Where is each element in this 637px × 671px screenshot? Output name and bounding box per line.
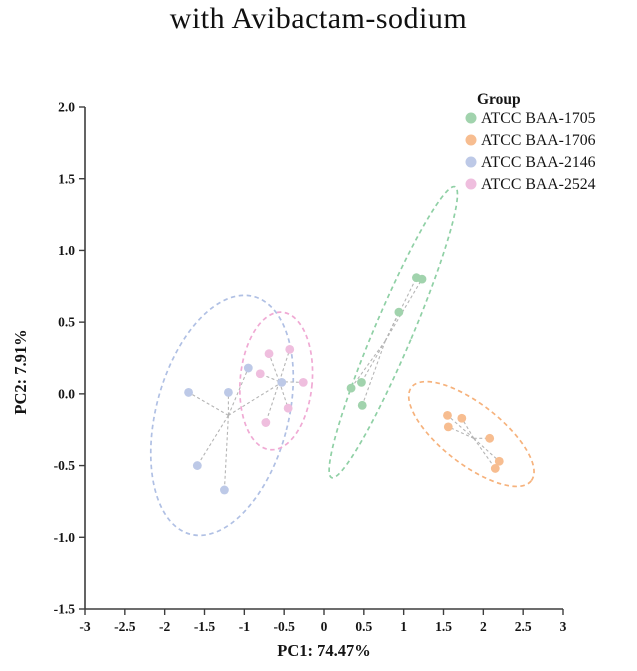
x-tick-label: -0.5 bbox=[273, 619, 295, 634]
data-point bbox=[264, 349, 274, 359]
data-point bbox=[283, 403, 293, 413]
data-point bbox=[357, 400, 367, 410]
x-tick-label: -3 bbox=[79, 619, 90, 634]
centroid-lines-atcc-baa-1706 bbox=[447, 414, 500, 469]
data-point bbox=[261, 418, 271, 427]
data-point bbox=[357, 377, 366, 387]
legend-swatch-icon bbox=[465, 134, 477, 146]
x-axis: -3 -2.5 -2 -1.5 -1 -0.5 0 0.5 1 1.5 2 2.5 3 bbox=[79, 608, 567, 634]
legend-item-label: ATCC BAA-1705 bbox=[481, 110, 596, 127]
y-axis-title: PC2: 7.91% bbox=[11, 329, 30, 414]
data-point bbox=[255, 369, 265, 379]
x-tick-label: 1 bbox=[400, 619, 407, 634]
legend-item-atcc-baa-2146: ATCC BAA-2146 bbox=[465, 154, 596, 171]
legend-item-label: ATCC BAA-2146 bbox=[481, 154, 596, 171]
legend-item-label: ATCC BAA-2524 bbox=[481, 176, 596, 193]
data-point bbox=[417, 274, 427, 284]
x-tick-label: 0 bbox=[321, 619, 328, 634]
x-tick-label: -1 bbox=[239, 619, 250, 634]
y-tick-label: 1.5 bbox=[58, 171, 75, 186]
legend-item-atcc-baa-2524: ATCC BAA-2524 bbox=[465, 176, 596, 193]
x-tick-label: -2.5 bbox=[114, 619, 136, 634]
cluster-ellipse-atcc-baa-1706 bbox=[407, 380, 535, 488]
legend-title: Group bbox=[477, 91, 521, 108]
points-atcc-baa-1705 bbox=[346, 273, 427, 410]
legend-swatch-icon bbox=[465, 178, 477, 190]
data-point bbox=[192, 461, 202, 470]
data-point bbox=[285, 344, 295, 354]
y-tick-label: -0.5 bbox=[54, 458, 76, 473]
centroid-line bbox=[448, 426, 474, 439]
data-point bbox=[443, 422, 453, 432]
data-point bbox=[346, 383, 356, 393]
data-point bbox=[490, 464, 500, 473]
x-tick-label: 2.5 bbox=[515, 619, 532, 634]
centroid-line bbox=[447, 414, 475, 439]
data-point bbox=[224, 388, 233, 397]
x-tick-label: 0.5 bbox=[355, 619, 372, 634]
data-point bbox=[494, 456, 504, 466]
centroid-line bbox=[278, 349, 291, 382]
data-point bbox=[298, 377, 308, 387]
y-tick-label: 1.0 bbox=[58, 243, 75, 258]
data-point bbox=[184, 388, 193, 397]
legend-swatch-icon bbox=[465, 156, 477, 168]
cluster-ellipse-atcc-baa-1705 bbox=[328, 185, 459, 479]
centroid-line bbox=[278, 381, 289, 409]
y-tick-label: -1.0 bbox=[54, 530, 76, 545]
centroid-lines-atcc-baa-2146 bbox=[188, 367, 283, 490]
centroid-line bbox=[384, 278, 423, 342]
x-tick-label: 2 bbox=[480, 619, 487, 634]
data-point bbox=[457, 413, 467, 423]
centroid-line bbox=[384, 311, 400, 342]
points-atcc-baa-2146 bbox=[184, 363, 287, 495]
centroid-line bbox=[268, 353, 280, 382]
data-point bbox=[277, 377, 287, 387]
y-axis: 2.0 1.5 1.0 0.5 0.0 -0.5 -1.0 -1.5 bbox=[54, 100, 86, 617]
y-tick-label: -1.5 bbox=[54, 602, 76, 617]
points-atcc-baa-1706 bbox=[443, 410, 504, 473]
centroid-line bbox=[350, 340, 386, 389]
centroid-line bbox=[228, 381, 283, 416]
legend-item-atcc-baa-1706: ATCC BAA-1706 bbox=[465, 132, 596, 149]
chart-title: with Avibactam-sodium bbox=[169, 2, 468, 35]
centroid-line bbox=[360, 340, 386, 383]
legend-item-label: ATCC BAA-1706 bbox=[481, 132, 596, 149]
x-axis-title: PC1: 74.47% bbox=[277, 641, 371, 660]
centroid-line bbox=[188, 391, 229, 416]
x-tick-label: -1.5 bbox=[194, 619, 216, 634]
y-tick-label: 0.5 bbox=[58, 315, 75, 330]
cluster-ellipse-atcc-baa-2524 bbox=[238, 311, 314, 451]
centroid-line bbox=[473, 437, 500, 462]
centroid-line bbox=[223, 415, 229, 490]
legend-item-atcc-baa-1705: ATCC BAA-1705 bbox=[465, 110, 596, 127]
legend: Group ATCC BAA-1705 ATCC BAA-1706 ATCC BAA-… bbox=[465, 91, 596, 193]
data-point bbox=[243, 363, 253, 373]
y-tick-label: 0.0 bbox=[58, 386, 75, 401]
centroid-line bbox=[361, 340, 386, 406]
centroid-line bbox=[473, 438, 496, 469]
centroid-line bbox=[196, 415, 229, 466]
data-point bbox=[485, 433, 495, 443]
x-tick-label: -2 bbox=[159, 619, 170, 634]
centroid-line bbox=[265, 381, 280, 423]
legend-swatch-icon bbox=[465, 112, 477, 124]
y-tick-label: 2.0 bbox=[58, 100, 75, 115]
cluster-ellipse-atcc-baa-2146 bbox=[149, 294, 295, 537]
x-tick-label: 3 bbox=[560, 619, 567, 634]
data-point bbox=[394, 307, 404, 317]
data-point bbox=[220, 485, 229, 495]
centroid-line bbox=[279, 381, 304, 383]
points-atcc-baa-2524 bbox=[255, 344, 308, 427]
x-tick-label: 1.5 bbox=[435, 619, 452, 634]
data-point bbox=[443, 410, 452, 420]
